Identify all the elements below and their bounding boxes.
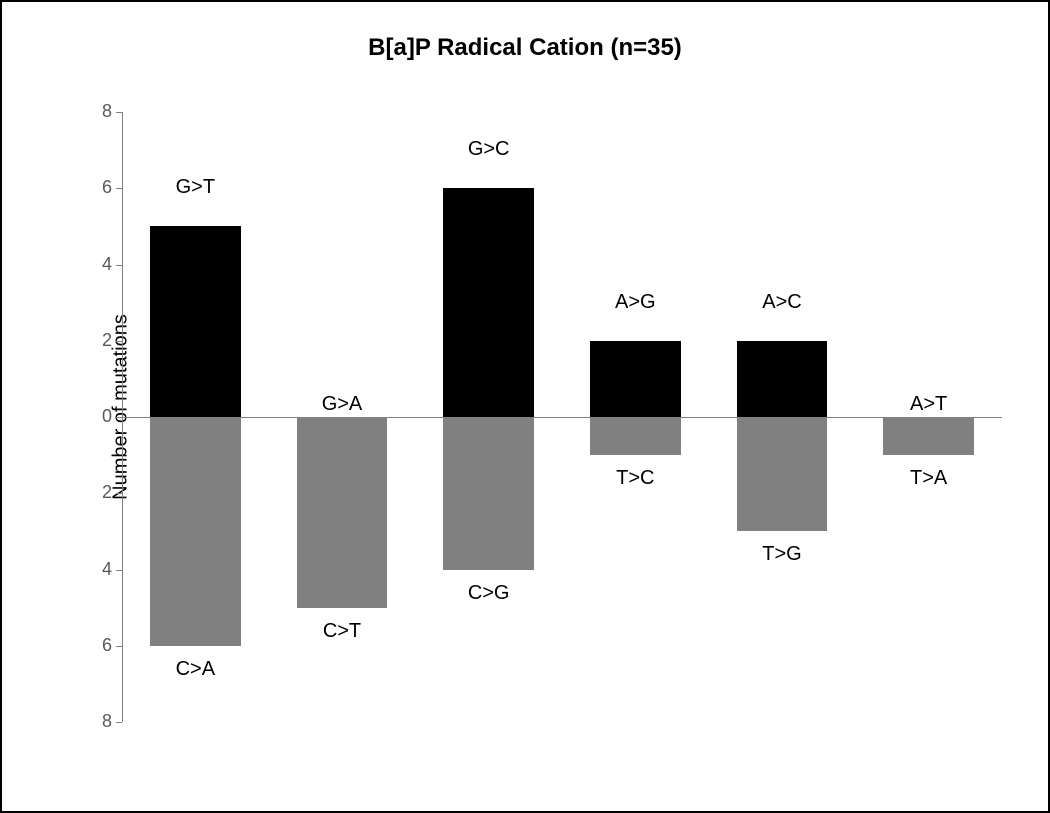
y-tick	[116, 493, 122, 494]
bar-bottom-label: T>A	[855, 467, 1002, 490]
bar-top	[590, 341, 681, 417]
y-tick-label: 2	[72, 330, 112, 351]
bar-top-label: A>C	[709, 291, 856, 314]
bar-bottom-label: C>A	[122, 658, 269, 681]
chart-title: B[a]P Radical Cation (n=35)	[2, 34, 1048, 62]
y-tick	[116, 341, 122, 342]
bar-top	[737, 341, 828, 417]
bar-bottom	[297, 417, 388, 608]
bar-top	[150, 226, 241, 417]
bar-bottom	[883, 417, 974, 455]
chart-frame: B[a]P Radical Cation (n=35) Number of mu…	[0, 0, 1050, 813]
y-tick-label: 2	[72, 482, 112, 503]
y-tick-label: 8	[72, 711, 112, 732]
bar-bottom	[737, 417, 828, 531]
bar-top	[443, 188, 534, 417]
bar-bottom	[590, 417, 681, 455]
bar-top-label: G>A	[269, 393, 416, 416]
y-tick-label: 6	[72, 177, 112, 198]
bar-top-label: G>T	[122, 176, 269, 199]
bar-bottom-label: C>G	[415, 582, 562, 605]
bar-bottom	[443, 417, 534, 570]
y-tick	[116, 570, 122, 571]
y-tick-label: 4	[72, 254, 112, 275]
x-axis-line	[122, 417, 1002, 418]
bar-top-label: A>T	[855, 393, 1002, 416]
y-tick	[116, 417, 122, 418]
y-tick-label: 8	[72, 101, 112, 122]
y-tick	[116, 265, 122, 266]
bar-top-label: A>G	[562, 291, 709, 314]
plot-area: 864202468G>TC>AG>AC>TG>CC>GA>GT>CA>CT>GA…	[122, 112, 1002, 722]
y-tick-label: 4	[72, 559, 112, 580]
bar-bottom	[150, 417, 241, 646]
y-tick-label: 6	[72, 635, 112, 656]
y-tick	[116, 646, 122, 647]
y-tick-label: 0	[72, 406, 112, 427]
bar-top-label: G>C	[415, 138, 562, 161]
y-tick	[116, 112, 122, 113]
y-tick	[116, 722, 122, 723]
bar-bottom-label: C>T	[269, 620, 416, 643]
bar-bottom-label: T>C	[562, 467, 709, 490]
bar-bottom-label: T>G	[709, 543, 856, 566]
